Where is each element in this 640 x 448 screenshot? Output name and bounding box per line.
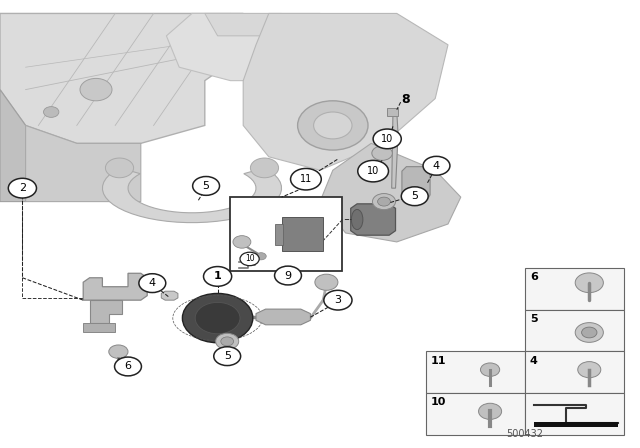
- Text: 5: 5: [412, 191, 418, 201]
- Circle shape: [109, 345, 128, 358]
- Bar: [230, 197, 342, 271]
- Circle shape: [291, 168, 321, 190]
- Circle shape: [358, 160, 388, 182]
- Circle shape: [182, 293, 253, 343]
- Bar: [525, 393, 624, 435]
- Circle shape: [575, 273, 604, 293]
- Bar: [282, 217, 323, 251]
- Circle shape: [298, 101, 368, 150]
- Polygon shape: [387, 108, 398, 116]
- Text: 11: 11: [431, 356, 446, 366]
- Polygon shape: [83, 323, 115, 332]
- Text: 9: 9: [284, 271, 292, 280]
- Polygon shape: [320, 143, 461, 242]
- Text: 10: 10: [431, 397, 446, 407]
- Circle shape: [214, 347, 241, 366]
- Circle shape: [423, 156, 450, 175]
- Circle shape: [575, 323, 604, 342]
- Polygon shape: [205, 13, 282, 36]
- Circle shape: [204, 267, 232, 286]
- Text: 5: 5: [203, 181, 209, 191]
- Text: 6: 6: [530, 272, 538, 282]
- Circle shape: [324, 290, 352, 310]
- Polygon shape: [402, 167, 430, 199]
- Circle shape: [373, 129, 401, 149]
- Text: 10: 10: [244, 254, 255, 263]
- Circle shape: [582, 327, 597, 338]
- Text: 11: 11: [300, 174, 312, 184]
- Circle shape: [250, 158, 278, 178]
- Circle shape: [578, 362, 601, 378]
- Circle shape: [216, 333, 239, 349]
- Text: 4: 4: [530, 356, 538, 366]
- Bar: [525, 351, 624, 393]
- Bar: [426, 393, 525, 435]
- Polygon shape: [392, 112, 398, 188]
- Text: 10: 10: [381, 134, 394, 144]
- Text: 10: 10: [367, 166, 380, 176]
- Text: 5: 5: [224, 351, 230, 361]
- Circle shape: [372, 194, 396, 210]
- Text: 500432: 500432: [506, 429, 543, 439]
- Polygon shape: [102, 168, 282, 223]
- Bar: [426, 351, 525, 393]
- Text: 6: 6: [125, 362, 131, 371]
- Circle shape: [314, 112, 352, 139]
- Circle shape: [193, 177, 220, 195]
- Circle shape: [315, 274, 338, 290]
- Bar: [534, 422, 618, 427]
- Bar: [525, 310, 624, 351]
- Circle shape: [44, 107, 59, 117]
- Text: 3: 3: [335, 295, 341, 305]
- Text: 4: 4: [433, 161, 440, 171]
- Circle shape: [195, 302, 240, 334]
- Circle shape: [80, 78, 112, 101]
- Circle shape: [221, 337, 234, 346]
- Circle shape: [256, 253, 266, 260]
- Circle shape: [115, 357, 141, 376]
- Circle shape: [8, 178, 36, 198]
- Circle shape: [481, 363, 500, 376]
- Text: 1: 1: [214, 271, 221, 281]
- Polygon shape: [26, 125, 141, 202]
- Polygon shape: [166, 13, 352, 81]
- Circle shape: [139, 274, 166, 293]
- Polygon shape: [161, 291, 178, 300]
- Circle shape: [479, 403, 502, 419]
- Circle shape: [240, 252, 259, 266]
- Polygon shape: [0, 13, 243, 143]
- Polygon shape: [351, 204, 396, 235]
- Polygon shape: [256, 309, 310, 325]
- Circle shape: [401, 187, 428, 206]
- Ellipse shape: [351, 209, 363, 229]
- Circle shape: [372, 146, 392, 160]
- Polygon shape: [83, 273, 147, 300]
- Bar: [525, 268, 624, 310]
- Circle shape: [275, 266, 301, 285]
- Text: 5: 5: [530, 314, 538, 324]
- Bar: [275, 224, 283, 245]
- Circle shape: [106, 158, 134, 178]
- Text: 8: 8: [401, 93, 410, 106]
- Polygon shape: [243, 13, 448, 170]
- Circle shape: [233, 236, 251, 248]
- Polygon shape: [90, 300, 122, 323]
- Text: 4: 4: [148, 278, 156, 288]
- Circle shape: [378, 197, 390, 206]
- Polygon shape: [0, 90, 26, 202]
- Text: 2: 2: [19, 183, 26, 193]
